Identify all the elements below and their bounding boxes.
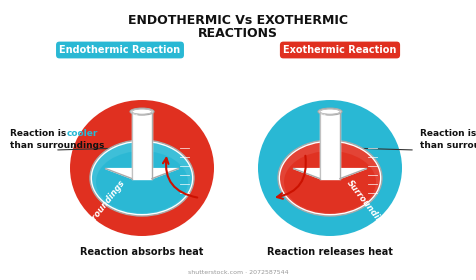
FancyArrowPatch shape — [277, 156, 305, 199]
Polygon shape — [319, 112, 339, 179]
Polygon shape — [133, 114, 137, 179]
Ellipse shape — [279, 142, 379, 214]
Text: Reaction absorbs heat: Reaction absorbs heat — [80, 247, 203, 257]
Ellipse shape — [258, 100, 401, 236]
Ellipse shape — [132, 109, 152, 114]
Ellipse shape — [90, 140, 194, 216]
Ellipse shape — [278, 140, 381, 216]
Polygon shape — [293, 169, 366, 179]
Ellipse shape — [96, 151, 188, 213]
Text: than surroundings: than surroundings — [419, 141, 476, 151]
Ellipse shape — [319, 109, 339, 114]
Ellipse shape — [92, 142, 192, 214]
Text: REACTIONS: REACTIONS — [198, 27, 278, 40]
Ellipse shape — [130, 108, 154, 115]
Text: Surroundings: Surroundings — [80, 178, 127, 234]
Text: Exothermic Reaction: Exothermic Reaction — [283, 45, 396, 55]
Polygon shape — [320, 114, 324, 179]
Text: ENDOTHERMIC Vs EXOTHERMIC: ENDOTHERMIC Vs EXOTHERMIC — [128, 14, 347, 27]
Text: Reaction releases heat: Reaction releases heat — [267, 247, 392, 257]
Text: Reaction is: Reaction is — [10, 129, 69, 137]
Text: Surroundings: Surroundings — [344, 178, 390, 234]
Polygon shape — [105, 169, 178, 179]
Text: shutterstock.com · 2072587544: shutterstock.com · 2072587544 — [187, 269, 288, 274]
Ellipse shape — [317, 108, 341, 115]
Text: Reaction is: Reaction is — [419, 129, 476, 137]
Text: cooler: cooler — [67, 129, 98, 137]
Ellipse shape — [70, 100, 214, 236]
Polygon shape — [132, 112, 152, 179]
Ellipse shape — [283, 151, 375, 213]
Text: Endothermic Reaction: Endothermic Reaction — [60, 45, 180, 55]
Text: than surroundings: than surroundings — [10, 141, 104, 151]
FancyArrowPatch shape — [163, 158, 197, 197]
